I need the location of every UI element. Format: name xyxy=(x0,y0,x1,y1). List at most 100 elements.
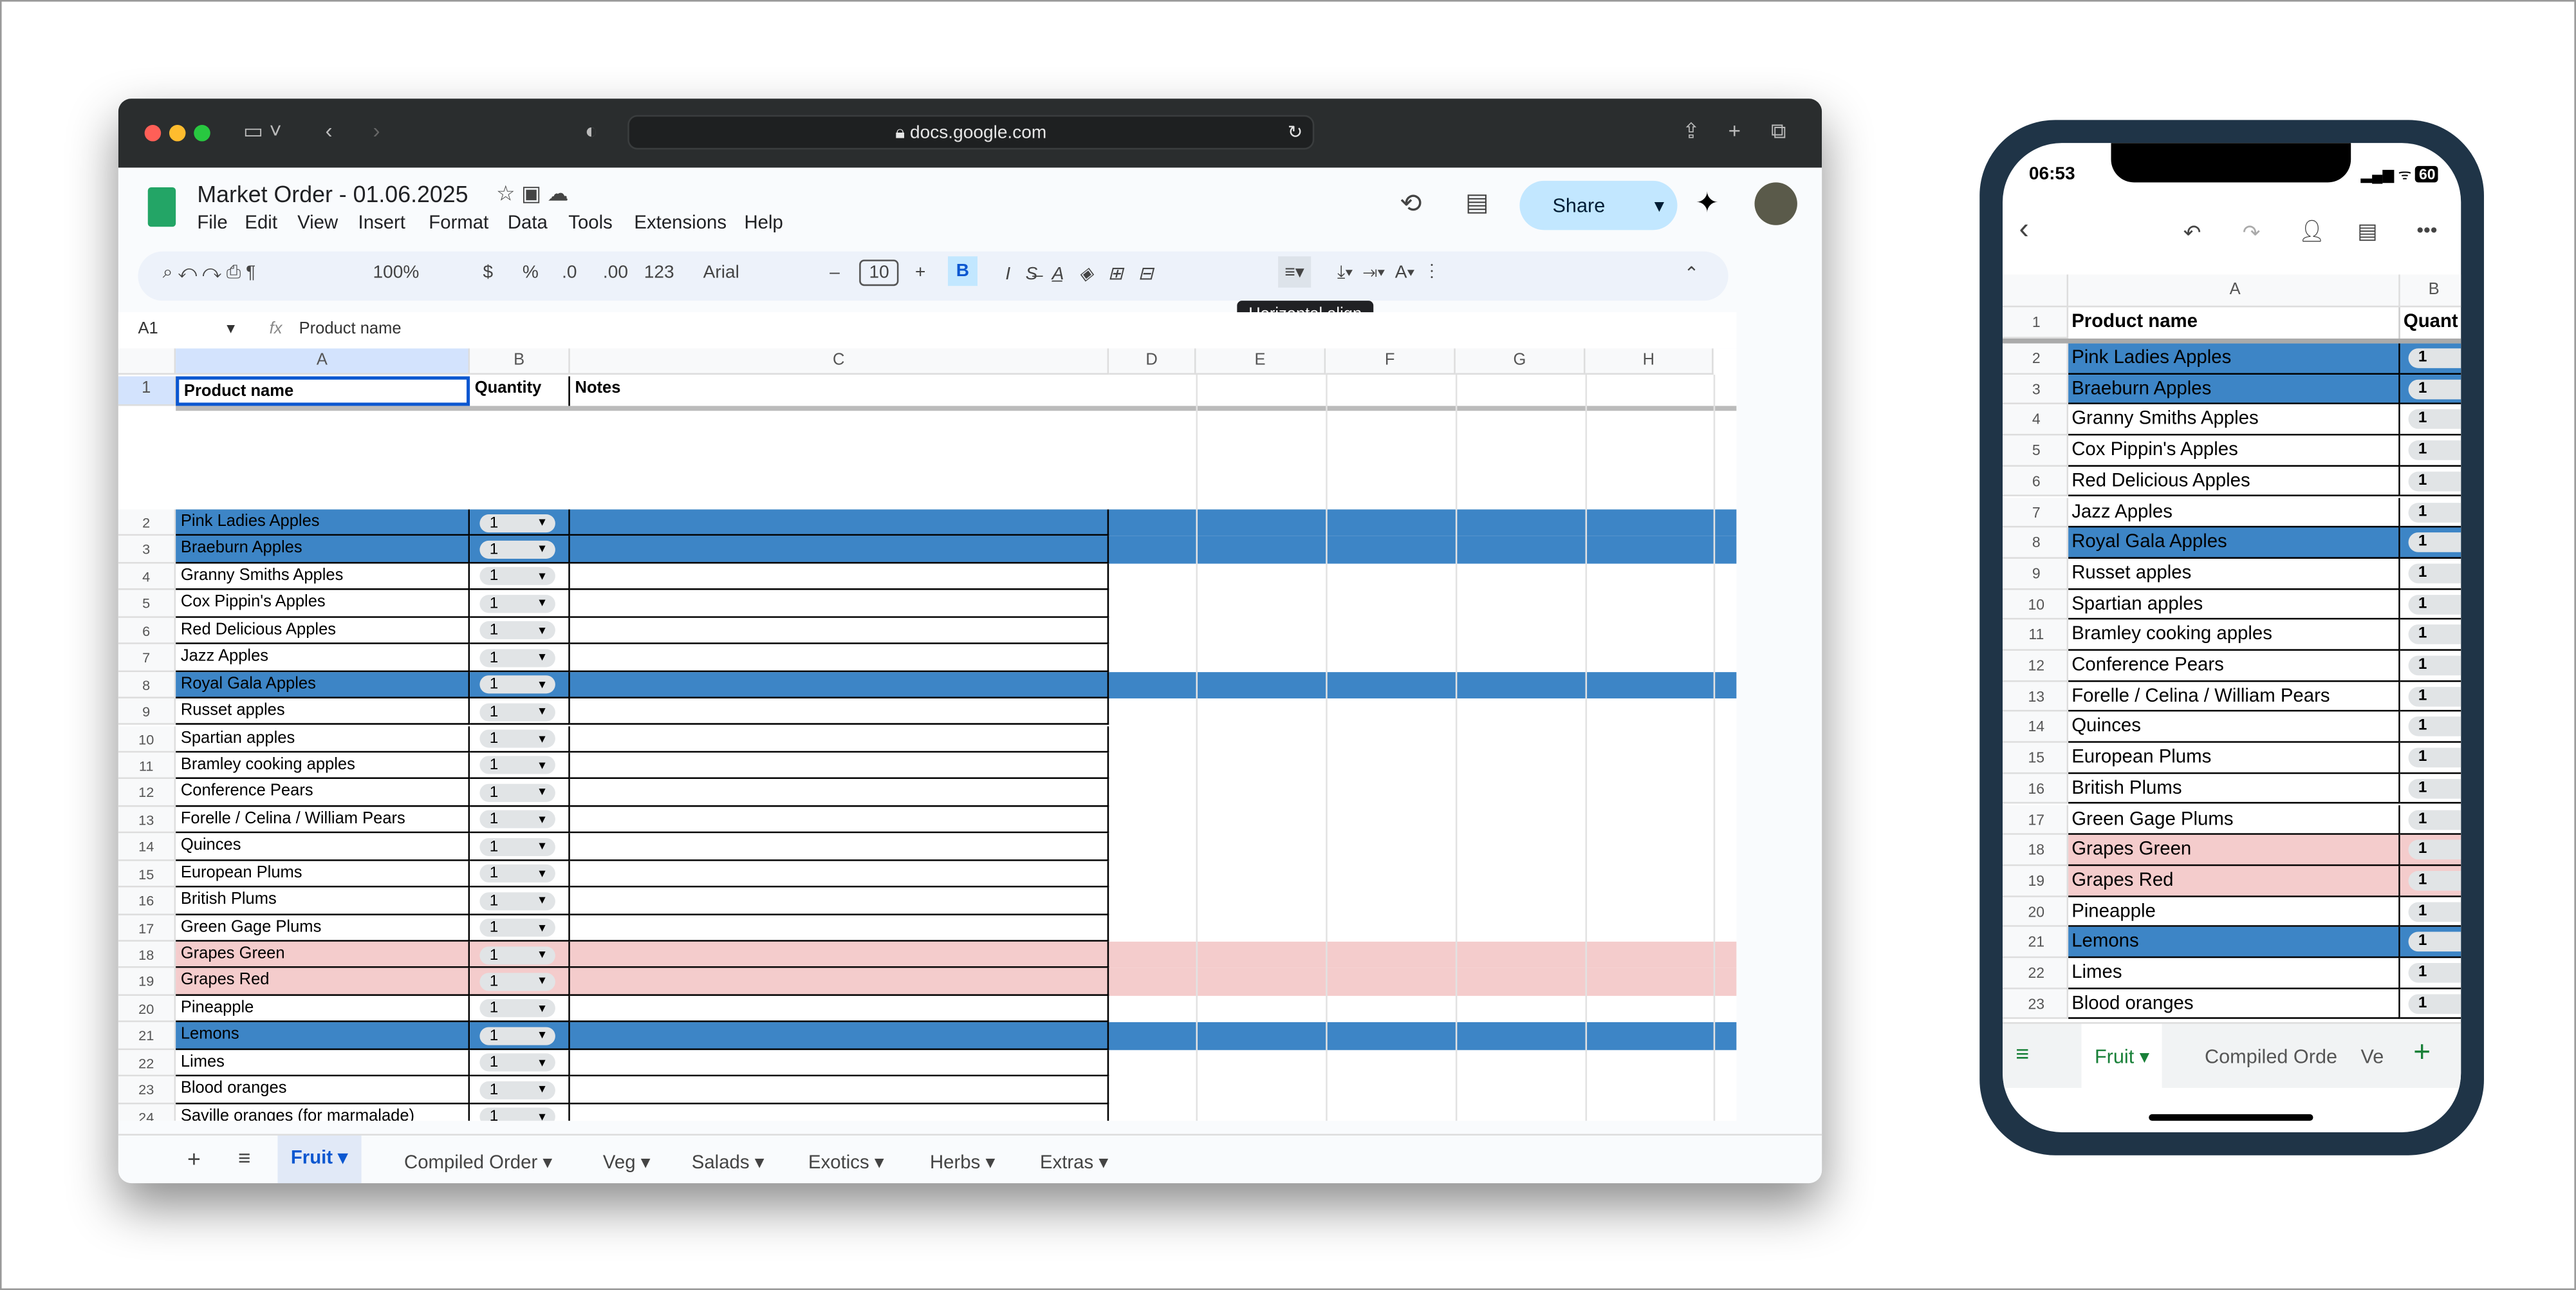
notes-cell[interactable] xyxy=(570,536,1109,564)
chevron-down-icon[interactable]: ▾ xyxy=(539,541,546,556)
product-name-cell[interactable]: Spartian apples xyxy=(176,725,470,752)
chevron-down-icon[interactable]: ▾ xyxy=(539,730,546,745)
formula-input[interactable]: Product name xyxy=(299,320,402,339)
quantity-dropdown[interactable]: 1 xyxy=(2408,809,2461,829)
quantity-cell[interactable]: 1 xyxy=(2400,497,2461,528)
cell-b1[interactable]: Quant xyxy=(2403,312,2458,332)
product-name-cell[interactable]: Blood oranges xyxy=(2068,989,2400,1020)
quantity-cell[interactable]: 1 xyxy=(2400,681,2461,713)
quantity-dropdown[interactable]: 1 xyxy=(479,702,555,721)
quantity-cell[interactable]: 1 xyxy=(470,590,570,618)
product-name-cell[interactable]: Braeburn Apples xyxy=(176,536,470,564)
sidebar-icon[interactable]: ▭ ˅ xyxy=(243,118,282,144)
quantity-cell[interactable]: 1 xyxy=(2400,343,2461,375)
cell-a1[interactable]: Product name xyxy=(2068,307,2400,339)
notes-cell[interactable] xyxy=(570,1076,1109,1104)
quantity-dropdown[interactable]: 1 xyxy=(479,756,555,775)
quantity-dropdown[interactable]: 1 xyxy=(2408,717,2461,737)
row-header[interactable]: 17 xyxy=(118,914,176,942)
product-name-cell[interactable]: Spartian apples xyxy=(2068,589,2400,621)
row-header[interactable]: 7 xyxy=(2002,497,2069,528)
row-header[interactable]: 9 xyxy=(2002,558,2069,590)
row-header[interactable]: 3 xyxy=(2002,374,2069,405)
quantity-cell[interactable]: 1 xyxy=(2400,773,2461,805)
quantity-cell[interactable]: 1 xyxy=(2400,558,2461,590)
quantity-cell[interactable]: 1 xyxy=(2400,743,2461,774)
chevron-down-icon[interactable]: ▾ xyxy=(539,1054,546,1070)
chevron-down-icon[interactable]: ▾ xyxy=(539,838,546,854)
notes-cell[interactable] xyxy=(570,807,1109,834)
quantity-cell[interactable]: 1 xyxy=(2400,589,2461,621)
increase-decimal-button[interactable]: .00 xyxy=(602,263,628,283)
chevron-down-icon[interactable]: ▾ xyxy=(539,919,546,935)
row-header[interactable]: 16 xyxy=(118,887,176,915)
row-header[interactable]: 4 xyxy=(118,563,176,591)
row-header[interactable]: 14 xyxy=(118,833,176,861)
row-header[interactable]: 3 xyxy=(118,536,176,564)
more-icon[interactable]: ••• xyxy=(2416,218,2438,242)
row-header[interactable]: 23 xyxy=(2002,989,2069,1020)
quantity-cell[interactable]: 1 xyxy=(470,887,570,915)
notes-cell[interactable] xyxy=(570,563,1109,591)
menu-file[interactable]: File xyxy=(197,213,228,234)
chevron-down-icon[interactable]: ▾ xyxy=(539,703,546,718)
row-header[interactable]: 23 xyxy=(118,1076,176,1104)
column-header-e[interactable]: E xyxy=(1196,348,1326,375)
product-name-cell[interactable]: Limes xyxy=(2068,958,2400,989)
tab-extras[interactable]: Extras ▾ xyxy=(1039,1154,1109,1173)
notes-cell[interactable] xyxy=(570,941,1109,969)
cell-a1[interactable]: Product name xyxy=(176,376,470,406)
row-header[interactable]: 7 xyxy=(118,644,176,672)
corner-cell[interactable] xyxy=(2002,274,2069,308)
cell-c1[interactable]: Notes xyxy=(575,379,621,398)
bold-button[interactable]: B xyxy=(948,256,978,286)
row-header[interactable]: 6 xyxy=(2002,466,2069,498)
phone-tab[interactable]: Fruit ▾ xyxy=(2081,1024,2163,1090)
quantity-cell[interactable]: 1 xyxy=(470,536,570,564)
chevron-down-icon[interactable]: ▾ xyxy=(539,811,546,827)
product-name-cell[interactable]: Pink Ladies Apples xyxy=(2068,343,2400,375)
quantity-dropdown[interactable]: 1 xyxy=(479,1000,555,1018)
quantity-cell[interactable]: 1 xyxy=(2400,958,2461,989)
quantity-dropdown[interactable]: 1 xyxy=(2408,563,2461,584)
spreadsheet-grid[interactable]: A B C D E F G H 1 Product name Quantity Notes 2 Pink … xyxy=(118,348,1737,1121)
quantity-dropdown[interactable]: 1 xyxy=(2408,932,2461,952)
minimize-button[interactable] xyxy=(169,125,186,142)
menu-insert[interactable]: Insert xyxy=(358,213,405,234)
quantity-dropdown[interactable]: 1 xyxy=(479,946,555,964)
notes-cell[interactable] xyxy=(570,968,1109,996)
chevron-down-icon[interactable]: ▾ xyxy=(539,595,546,610)
chevron-down-icon[interactable]: ▾ xyxy=(539,649,546,664)
product-name-cell[interactable]: Pineapple xyxy=(2068,896,2400,928)
quantity-cell[interactable]: 1 xyxy=(470,1103,570,1121)
row-header[interactable]: 19 xyxy=(2002,866,2069,897)
row-header[interactable]: 1 xyxy=(118,376,176,406)
quantity-dropdown[interactable]: 1 xyxy=(479,513,555,532)
quantity-cell[interactable]: 1 xyxy=(470,563,570,591)
notes-cell[interactable] xyxy=(570,671,1109,699)
product-name-cell[interactable]: Grapes Red xyxy=(176,968,470,996)
forward-icon[interactable]: › xyxy=(373,118,380,144)
name-box[interactable]: A1 xyxy=(138,320,158,339)
column-header-a[interactable]: A xyxy=(176,348,470,375)
product-name-cell[interactable]: Jazz Apples xyxy=(176,644,470,672)
row-header[interactable]: 10 xyxy=(118,725,176,752)
quantity-cell[interactable]: 1 xyxy=(2400,989,2461,1020)
quantity-dropdown[interactable]: 1 xyxy=(2408,532,2461,553)
quantity-cell[interactable]: 1 xyxy=(470,1076,570,1104)
quantity-cell[interactable]: 1 xyxy=(2400,650,2461,682)
notes-cell[interactable] xyxy=(570,644,1109,672)
comment-icon[interactable]: ▤ xyxy=(1465,189,1489,217)
column-header-b[interactable]: B xyxy=(470,348,570,375)
product-name-cell[interactable]: Bramley cooking apples xyxy=(2068,620,2400,651)
product-name-cell[interactable]: Grapes Green xyxy=(2068,835,2400,866)
quantity-cell[interactable]: 1 xyxy=(2400,374,2461,405)
product-name-cell[interactable]: Quinces xyxy=(2068,712,2400,743)
chevron-down-icon[interactable]: ▾ xyxy=(539,1000,546,1016)
quantity-cell[interactable]: 1 xyxy=(470,861,570,888)
quantity-dropdown[interactable]: 1 xyxy=(479,783,555,802)
chevron-down-icon[interactable]: ▾ xyxy=(539,622,546,637)
quantity-cell[interactable]: 1 xyxy=(470,807,570,834)
tab-compiled-order[interactable]: Compiled Order ▾ xyxy=(404,1154,553,1173)
row-header[interactable]: 17 xyxy=(2002,804,2069,836)
